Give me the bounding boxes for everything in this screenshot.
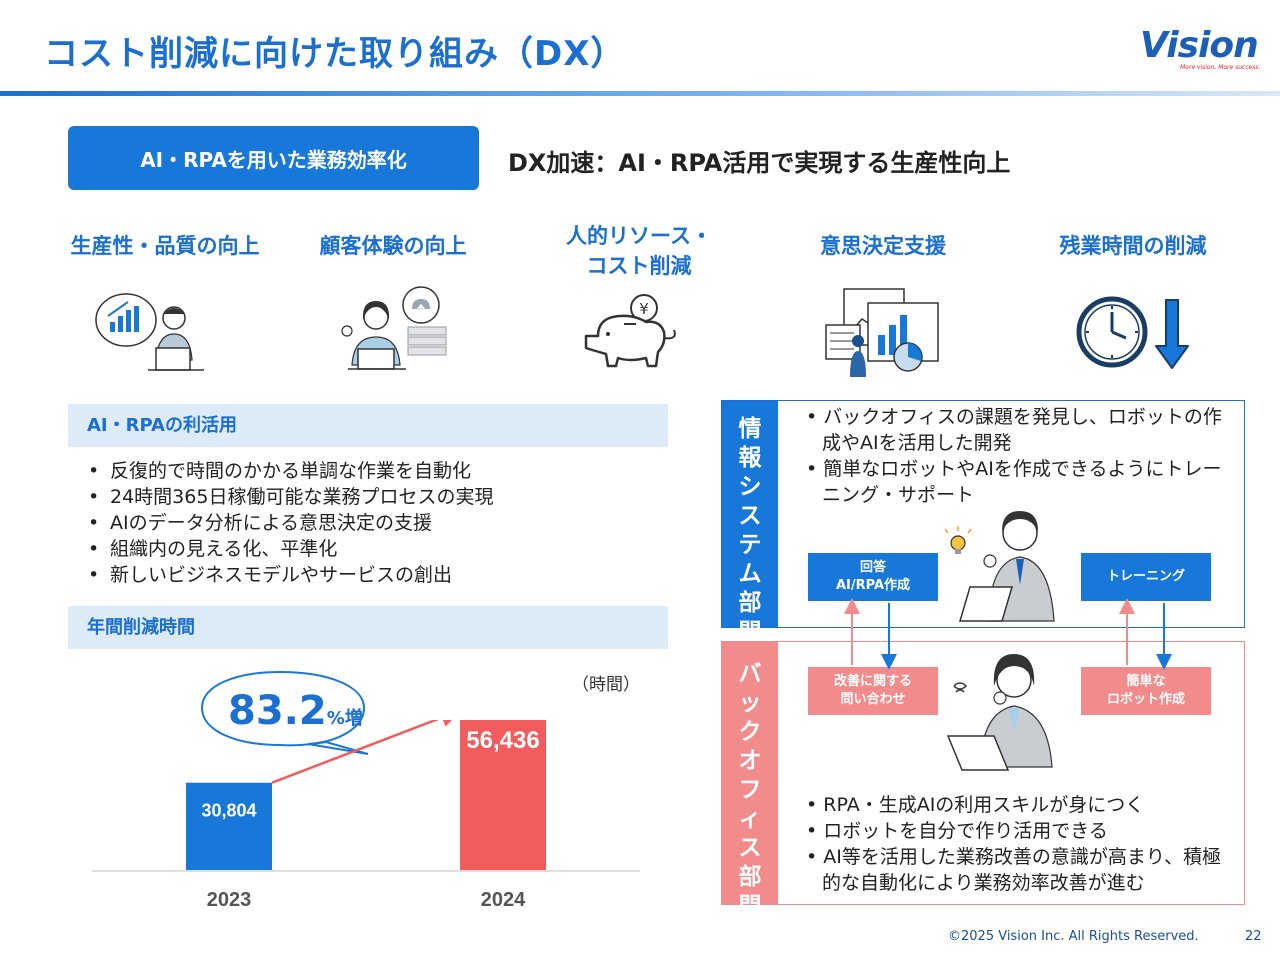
utilization-heading: AI・RPAの利活用 [68, 404, 668, 447]
bar-value-label: 30,804 [201, 801, 256, 821]
annual-reduction-heading: 年間削減時間 [68, 606, 668, 649]
benefit-label-decision: 意思決定支援 [820, 234, 946, 258]
it-department-panel: 情報システム部門 [721, 400, 1245, 645]
page-number: 22 [1245, 929, 1262, 944]
benefit-label-overtime: 残業時間の削減 [1059, 234, 1207, 258]
benefit-label-cost-line2: コスト削減 [586, 254, 692, 278]
list-item: バックオフィスの課題を発見し、ロボットの作成やAIを活用した開発 [806, 404, 1230, 456]
benefit-label-cost-line1: 人的リソース・ [566, 224, 712, 248]
footer-copyright: ©2025 Vision Inc. All Rights Reserved. [948, 929, 1199, 944]
headline: DX加速：AI・RPA活用で実現する生産性向上 [508, 149, 1011, 177]
list-item: RPA・生成AIの利用スキルが身につく [806, 792, 1230, 818]
it-staff-illustration [944, 511, 1055, 622]
chart-unit-label: （時間） [572, 675, 640, 695]
back-office-label: バックオフィス部門 [738, 661, 762, 919]
tag-training: トレーニング [1081, 553, 1211, 601]
customer-experience-icon [341, 286, 447, 370]
tag-answer-creation-line1: 回答 [859, 560, 886, 575]
decision-support-icon [825, 288, 939, 377]
back-office-staff-illustration [946, 654, 1053, 771]
list-item: 24時間365日稼働可能な業務プロセスの実現 [110, 484, 493, 510]
growth-callout-bubble [200, 670, 369, 755]
it-department-label-band: 情報システム部門 [722, 401, 778, 645]
benefit-label-customer: 顧客体験の向上 [319, 234, 467, 258]
productivity-icon [95, 293, 204, 371]
annual-reduction-chart: 30,804 2023 56,436 2024 [92, 720, 640, 911]
logo-wordmark: Vision [1140, 25, 1259, 66]
list-item: 簡単なロボットやAIを作成できるようにトレーニング・サポート [806, 456, 1230, 508]
x-tick-label: 2023 [207, 889, 252, 911]
tag-improvement-inquiry-line2: 問い合わせ [840, 692, 906, 707]
clock-down-icon [1076, 296, 1189, 369]
x-tick-label: 2024 [481, 889, 526, 911]
page-title: コスト削減に向けた取り組み（DX） [44, 34, 626, 74]
tag-answer-creation-line2: AI/RPA作成 [835, 578, 911, 593]
growth-value: 83.2 [228, 688, 327, 734]
bar-2024 [460, 720, 546, 870]
header-divider [0, 91, 1280, 96]
growth-arrow [271, 720, 461, 784]
back-office-list: RPA・生成AIの利用スキルが身につく ロボットを自分で作り活用できる AI等を… [806, 792, 1230, 896]
list-item: ロボットを自分で作り活用できる [806, 818, 1230, 844]
svg-text:¥: ¥ [639, 300, 649, 318]
it-department-label: 情報システム部門 [738, 416, 762, 645]
list-item: 反復的で時間のかかる単調な作業を自動化 [110, 458, 493, 484]
tag-answer-creation: 回答 AI/RPA作成 [808, 553, 938, 601]
bar-value-label: 56,436 [466, 727, 539, 754]
list-item: 組織内の見える化、平準化 [110, 536, 493, 562]
list-item: 新しいビジネスモデルやサービスの創出 [110, 562, 493, 588]
tag-simple-robot-line1: 簡単な [1126, 674, 1166, 689]
bar-2023 [186, 782, 272, 870]
benefit-label-cost: 人的リソース・ コスト削減 [524, 221, 754, 281]
tag-simple-robot-line2: ロボット作成 [1106, 692, 1185, 707]
vision-logo: Vision More vision, More success. [1140, 28, 1268, 74]
list-item: AI等を活用した業務改善の意識が高まり、積極的な自動化により業務効率改善が進む [806, 844, 1230, 896]
back-office-label-band: バックオフィス部門 [722, 642, 778, 919]
growth-suffix: %増 [326, 708, 363, 729]
tag-improvement-inquiry: 改善に関する 問い合わせ [808, 667, 938, 715]
utilization-list: 反復的で時間のかかる単調な作業を自動化 24時間365日稼働可能な業務プロセスの… [110, 458, 493, 588]
tag-improvement-inquiry-line1: 改善に関する [833, 674, 912, 689]
list-item: AIのデータ分析による意思決定の支援 [110, 510, 493, 536]
theme-pill: AI・RPAを用いた業務効率化 [68, 126, 479, 190]
tag-simple-robot: 簡単な ロボット作成 [1081, 667, 1211, 715]
piggy-bank-icon: ¥ [584, 294, 676, 368]
back-office-panel: バックオフィス部門 [721, 641, 1245, 919]
growth-callout: 83.2%増 [228, 688, 368, 734]
benefit-label-productivity: 生産性・品質の向上 [70, 234, 260, 258]
it-department-list: バックオフィスの課題を発見し、ロボットの作成やAIを活用した開発 簡単なロボット… [806, 404, 1230, 508]
logo-tagline: More vision, More success. [1180, 64, 1261, 71]
